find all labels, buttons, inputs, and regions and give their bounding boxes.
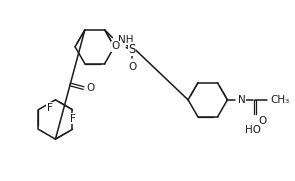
Text: F: F: [70, 114, 76, 124]
Text: O: O: [86, 83, 95, 93]
Text: NH: NH: [118, 35, 134, 45]
Text: F: F: [47, 103, 53, 113]
Text: O: O: [259, 115, 267, 126]
Text: N: N: [238, 95, 246, 105]
Text: HO: HO: [245, 125, 261, 135]
Text: O: O: [111, 41, 119, 51]
Text: S: S: [128, 43, 136, 56]
Text: O: O: [128, 62, 136, 72]
Text: CH₃: CH₃: [271, 95, 290, 105]
